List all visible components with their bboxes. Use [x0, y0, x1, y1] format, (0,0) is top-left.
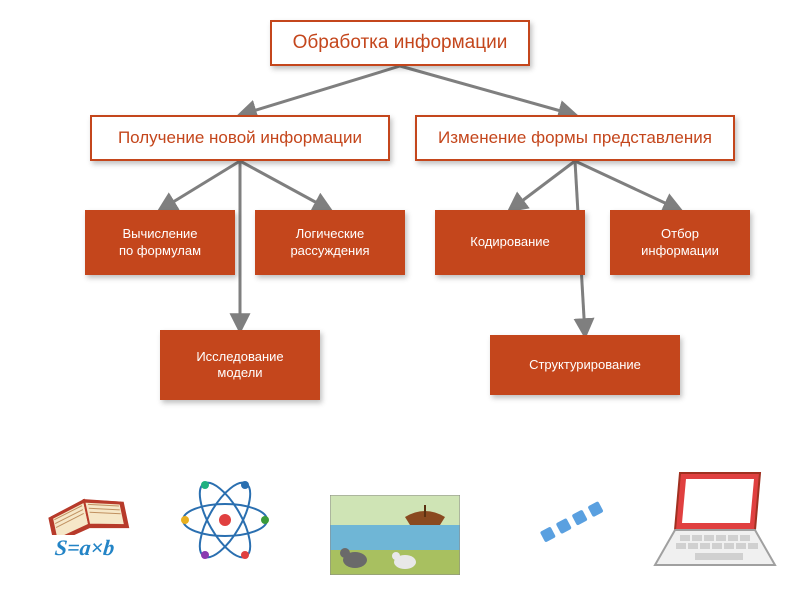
node-right: Изменение формы представления [415, 115, 735, 161]
edge-right-r2 [575, 161, 680, 210]
illustration-row: S=a×b [0, 465, 800, 585]
node-left: Получение новой информации [90, 115, 390, 161]
edge-left-l1 [160, 161, 240, 210]
atom-icon [170, 470, 280, 570]
formula-text: S=a×b [54, 535, 116, 561]
laptop-icon [640, 465, 780, 575]
book-icon [40, 475, 130, 535]
node-root: Обработка информации [270, 20, 530, 66]
node-r2: Отбор информации [610, 210, 750, 275]
scene-icon [330, 495, 460, 575]
edge-left-l2 [240, 161, 330, 210]
edge-right-r1 [510, 161, 575, 210]
node-l3: Исследование модели [160, 330, 320, 400]
node-l1: Вычисление по формулам [85, 210, 235, 275]
edge-root-right [400, 66, 575, 115]
node-r1: Кодирование [435, 210, 585, 275]
dots-icon [530, 495, 610, 555]
node-l2: Логические рассуждения [255, 210, 405, 275]
edge-root-left [240, 66, 400, 115]
node-r3: Структурирование [490, 335, 680, 395]
